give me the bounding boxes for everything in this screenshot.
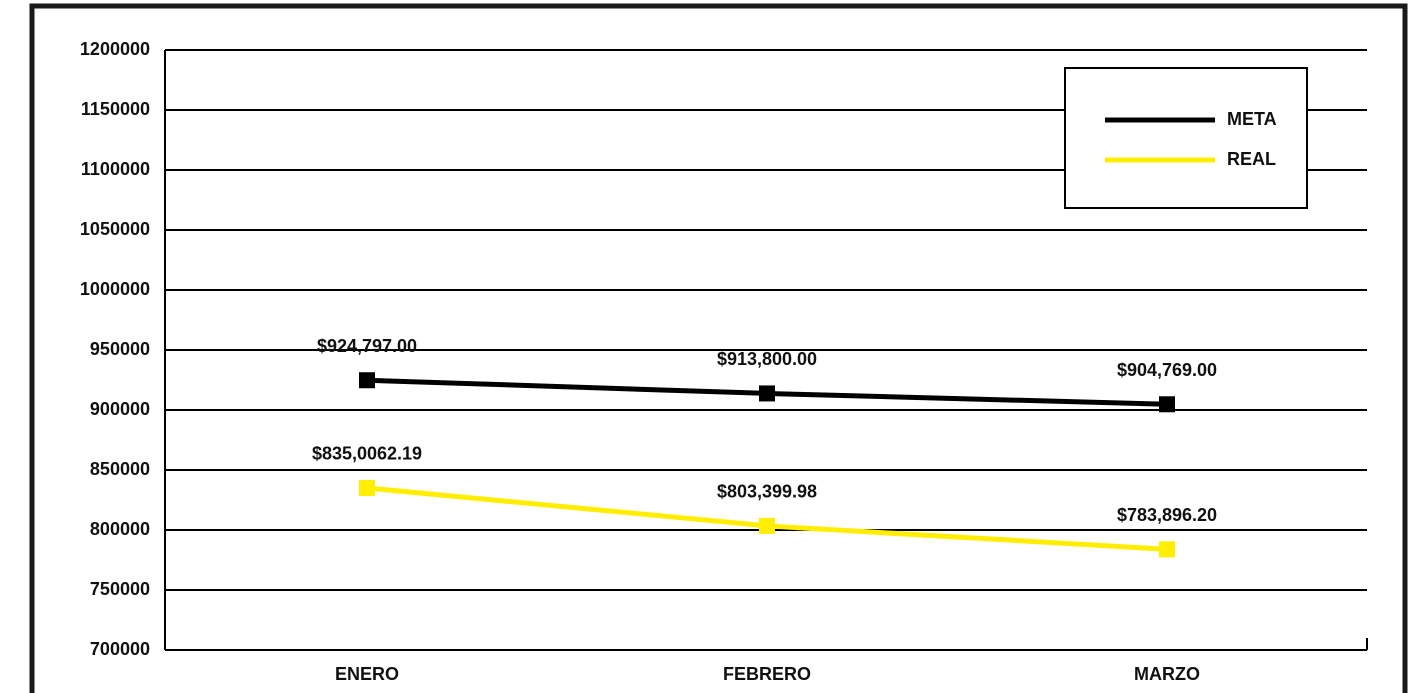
point-marker: [359, 479, 375, 496]
point-marker: [1159, 396, 1175, 413]
y-tick-label: 1200000: [80, 39, 150, 59]
x-tick-label: FEBRERO: [723, 664, 811, 684]
y-tick-label: 800000: [90, 519, 150, 539]
y-tick-label: 1150000: [81, 99, 150, 119]
y-tick-label: 1100000: [81, 159, 150, 179]
x-tick-label: MARZO: [1134, 664, 1200, 684]
y-tick-label: 1000000: [80, 279, 150, 299]
point-marker: [1159, 541, 1175, 558]
data-label: $913,800.00: [717, 349, 817, 369]
legend-label: REAL: [1227, 149, 1276, 169]
point-marker: [359, 372, 375, 389]
y-tick-label: 850000: [90, 459, 150, 479]
y-tick-label: 1050000: [80, 219, 150, 239]
y-tick-label: 750000: [90, 579, 150, 599]
point-marker: [759, 385, 775, 402]
y-tick-label: 900000: [90, 399, 150, 419]
legend-box: [1064, 67, 1308, 209]
point-marker: [759, 517, 775, 534]
y-tick-label: 950000: [90, 339, 150, 359]
data-label: $803,399.98: [717, 482, 817, 502]
y-tick-label: 700000: [90, 639, 150, 659]
data-label: $783,896.20: [1117, 505, 1217, 525]
data-label: $904,769.00: [1117, 360, 1217, 380]
data-label: $924,797.00: [317, 336, 417, 356]
data-label: $835,0062.19: [312, 444, 422, 464]
x-tick-label: ENERO: [335, 664, 399, 684]
legend-label: META: [1227, 109, 1277, 129]
